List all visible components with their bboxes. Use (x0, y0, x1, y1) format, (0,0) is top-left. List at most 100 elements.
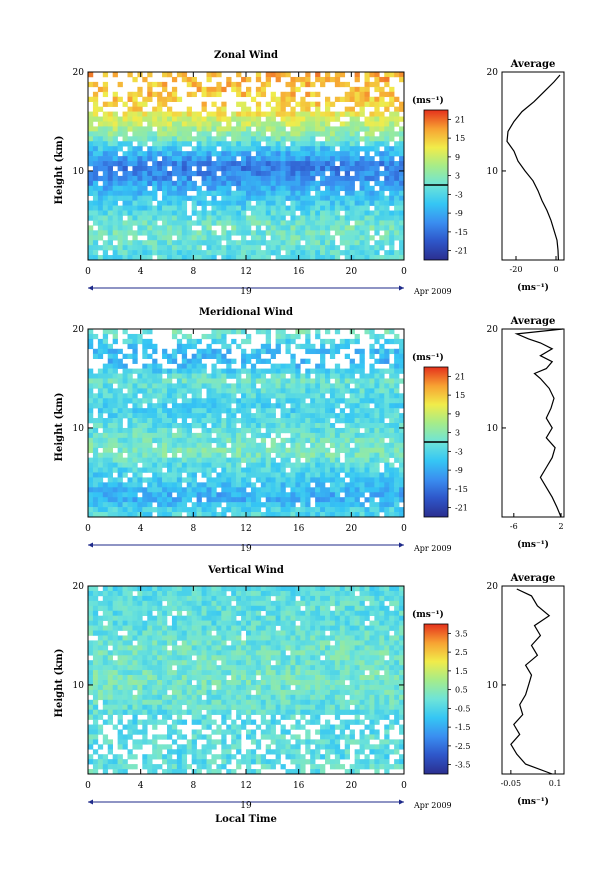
zonal-heatmap-cell (181, 240, 188, 246)
zonal-heatmap-cell (226, 161, 232, 167)
zonal-heatmap-cell (216, 106, 222, 112)
zonal-heatmap-cell (211, 215, 217, 221)
meridional-heatmap-cell (255, 329, 262, 335)
zonal-heatmap-cell (181, 220, 188, 226)
zonal-heatmap-cell (320, 255, 326, 261)
zonal-heatmap-cell (162, 116, 168, 122)
meridional-heatmap-cell (152, 482, 158, 488)
meridional-heatmap-cell (236, 512, 242, 518)
zonal-heatmap-cell (344, 220, 350, 226)
zonal-heatmap-cell (167, 126, 173, 132)
meridional-heatmap-cell (310, 393, 316, 399)
meridional-heatmap-cell (384, 393, 390, 399)
vertical-heatmap-cell (374, 595, 380, 602)
meridional-heatmap-cell (285, 512, 291, 518)
vertical-heatmap-cell (181, 615, 188, 621)
zonal-heatmap-cell (315, 180, 321, 187)
zonal-heatmap-cell (117, 225, 123, 231)
zonal-heatmap-cell (97, 116, 104, 122)
zonal-heatmap-cell (315, 230, 321, 236)
zonal-heatmap-cell (157, 185, 163, 192)
vertical-heatmap-cell (122, 586, 128, 592)
zonal-heatmap-cell (147, 210, 153, 216)
meridional-heatmap-cell (329, 502, 336, 508)
zonal-heatmap-cell (334, 96, 341, 102)
meridional-heatmap-cell (344, 457, 350, 463)
meridional-heatmap-cell (255, 462, 262, 468)
zonal-heatmap-cell (211, 245, 217, 251)
zonal-heatmap-cell (325, 245, 331, 251)
vertical-heatmap-cell (231, 610, 237, 616)
zonal-heatmap-cell (354, 126, 360, 132)
zonal-heatmap-cell (107, 141, 113, 147)
zonal-heatmap-cell (344, 185, 350, 192)
zonal-heatmap-cell (196, 146, 202, 152)
meridional-heatmap-cell (290, 512, 296, 518)
zonal-heatmap-cell (97, 230, 104, 236)
meridional-heatmap-cell (97, 442, 104, 449)
zonal-heatmap-cell (226, 230, 232, 236)
meridional-heatmap-cell (142, 467, 148, 473)
zonal-heatmap-cell (92, 255, 99, 261)
meridional-heatmap-cell (260, 373, 267, 379)
meridional-heatmap-cell (226, 432, 232, 439)
zonal-heatmap-cell (265, 81, 271, 88)
zonal-heatmap-cell (132, 151, 138, 157)
meridional-heatmap-cell (369, 378, 375, 384)
meridional-heatmap-cell (147, 383, 153, 389)
meridional-heatmap-cell (275, 343, 281, 350)
meridional-heatmap-cell (369, 343, 375, 350)
meridional-heatmap-cell (290, 338, 296, 345)
vertical-heatmap-cell (216, 645, 222, 651)
vertical-heatmap-cell (280, 586, 286, 592)
meridional-heatmap-cell (92, 512, 99, 518)
zonal-heatmap-cell (117, 180, 123, 187)
meridional-heatmap-cell (285, 398, 291, 404)
meridional-heatmap-cell (107, 462, 113, 468)
meridional-heatmap-cell (167, 487, 173, 493)
zonal-heatmap-cell (260, 175, 267, 182)
zonal-heatmap-cell (290, 210, 296, 216)
meridional-heatmap-cell (92, 457, 99, 463)
zonal-heatmap-cell (275, 240, 281, 246)
meridional-heatmap-cell (394, 477, 400, 483)
vertical-heatmap-cell (374, 625, 380, 631)
zonal-heatmap-cell (329, 235, 336, 241)
vertical-heatmap-cell (167, 625, 173, 631)
zonal-heatmap-cell (349, 175, 355, 182)
meridional-heatmap-cell (315, 378, 321, 384)
meridional-heatmap-cell (181, 437, 188, 444)
zonal-heatmap-cell (122, 101, 128, 107)
meridional-heatmap-cell (300, 373, 306, 379)
meridional-heatmap-cell (137, 502, 143, 508)
meridional-heatmap-cell (201, 512, 207, 518)
meridional-heatmap-cell (157, 383, 163, 389)
zonal-heatmap-cell (334, 195, 341, 201)
zonal-heatmap-cell (216, 111, 222, 117)
zonal-heatmap-cell (295, 126, 301, 132)
meridional-heatmap-cell (206, 353, 212, 359)
vertical-heatmap-cell (250, 635, 257, 641)
meridional-heatmap-cell (112, 462, 118, 468)
meridional-heatmap-cell (211, 482, 217, 488)
meridional-heatmap-cell (147, 373, 153, 379)
vertical-heatmap-cell (246, 615, 252, 621)
zonal-heatmap-cell (354, 215, 360, 221)
zonal-heatmap-cell (344, 230, 350, 236)
meridional-colorbar-tick-label: -15 (455, 485, 468, 494)
meridional-heatmap-cell (374, 427, 380, 434)
zonal-heatmap-cell (329, 175, 336, 182)
vertical-heatmap-cell (329, 595, 336, 602)
meridional-heatmap-cell (246, 398, 252, 404)
zonal-heatmap-cell (260, 121, 267, 127)
meridional-heatmap-cell (374, 492, 380, 498)
zonal-heatmap-cell (310, 126, 316, 132)
meridional-heatmap-cell (132, 393, 138, 399)
meridional-heatmap-cell (246, 378, 252, 384)
vertical-heatmap-cell (132, 630, 138, 636)
zonal-heatmap-cell (359, 175, 365, 182)
vertical-heatmap-cell (181, 605, 188, 612)
meridional-heatmap-cell (270, 507, 276, 513)
meridional-heatmap-cell (250, 487, 257, 493)
meridional-heatmap-cell (231, 329, 237, 335)
